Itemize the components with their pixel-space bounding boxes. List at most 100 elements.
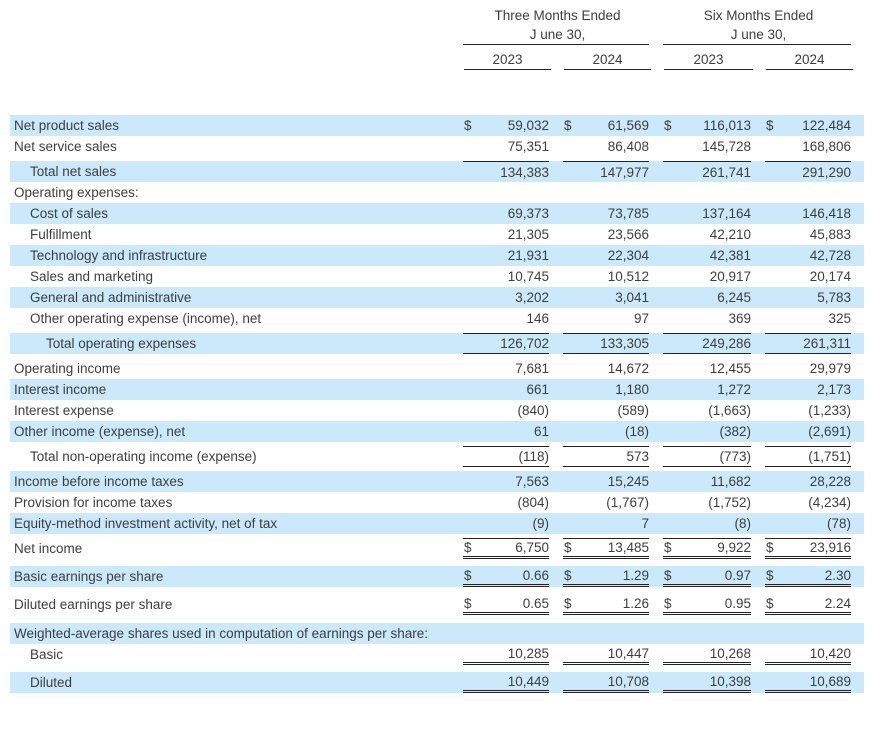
year-header: 2023 <box>464 50 551 70</box>
currency-symbol: $ <box>464 595 472 611</box>
cell-value: 261,311 <box>803 336 851 351</box>
value-cell: 573 <box>560 446 655 467</box>
value-cell: 61 <box>460 421 555 442</box>
row-label: Provision for income taxes <box>14 495 173 510</box>
cell-value: (773) <box>719 449 751 464</box>
cell-value: 2.30 <box>824 567 851 583</box>
cell-value: 42,728 <box>809 248 851 263</box>
table-row: Diluted earnings per share $0.65 $1.26 $0.9… <box>10 594 864 615</box>
cell-value: 73,785 <box>607 206 649 221</box>
value-cell: 3,202 <box>460 287 555 308</box>
cell-value: (8) <box>734 516 752 531</box>
value-cell: 249,286 <box>660 333 757 354</box>
row-label: Interest income <box>14 382 107 397</box>
cell-value: (9) <box>532 516 550 531</box>
cell-value: 134,383 <box>500 164 549 180</box>
cell-value: (1,767) <box>606 495 649 510</box>
cell-value: 7,681 <box>515 361 549 376</box>
value-cell: 5,783 <box>762 287 857 308</box>
year-row: 2023 2024 <box>660 45 857 70</box>
cell-value: 145,728 <box>702 139 751 154</box>
table-row: Other income (expense), net 61 (18) (382) (2… <box>10 421 864 442</box>
value-cell: $2.30 <box>762 566 857 587</box>
cell-value: 75,351 <box>507 139 549 154</box>
cell-value: 126,702 <box>500 336 549 351</box>
cell-value: 14,672 <box>607 361 649 376</box>
period-title: Six Months Ended <box>703 8 814 23</box>
value-cell: $2.24 <box>762 594 857 615</box>
value-cell: 20,917 <box>660 266 757 287</box>
table-row: Operating expenses: <box>10 182 864 203</box>
currency-symbol: $ <box>564 595 572 611</box>
income-statement-table: Three Months Ended J une 30, 2023 2024 S… <box>10 6 864 693</box>
value-cell: 10,449 <box>460 672 555 693</box>
value-cell: 23,566 <box>560 224 655 245</box>
label-column-spacer <box>10 6 455 70</box>
cell-value: 0.97 <box>724 567 751 583</box>
cell-value: 23,916 <box>809 540 851 555</box>
row-label: Total net sales <box>30 164 117 179</box>
value-cell: $1.26 <box>560 594 655 615</box>
row-label: Total operating expenses <box>46 336 197 351</box>
value-cell: $0.95 <box>660 594 757 615</box>
cell-value: 249,286 <box>702 336 751 351</box>
value-cell: 261,311 <box>762 333 857 354</box>
value-cell: (804) <box>460 492 555 513</box>
cell-value: (118) <box>518 449 549 464</box>
cell-value: 28,228 <box>809 474 851 489</box>
value-cell <box>460 623 555 644</box>
cell-value: 137,164 <box>702 206 751 221</box>
cell-value: 10,447 <box>607 645 649 661</box>
cell-value: 146,418 <box>802 206 851 221</box>
year-row: 2023 2024 <box>460 45 655 70</box>
currency-symbol: $ <box>766 118 774 133</box>
cell-value: 1.29 <box>622 567 649 583</box>
cell-value: 12,455 <box>709 361 751 376</box>
value-cell: 69,373 <box>460 203 555 224</box>
row-label: Other operating expense (income), net <box>30 311 262 326</box>
value-cell: 42,728 <box>762 245 857 266</box>
value-cell <box>660 182 757 203</box>
table-row: Other operating expense (income), net 146… <box>10 308 864 329</box>
cell-value: 22,304 <box>607 248 649 263</box>
value-cell: $0.97 <box>660 566 757 587</box>
cell-value: 10,449 <box>507 673 549 689</box>
table-row: Operating income 7,681 14,672 12,455 29,979 <box>10 358 864 379</box>
cell-value: 2.24 <box>824 595 851 611</box>
value-cell: (18) <box>560 421 655 442</box>
value-cell: 661 <box>460 379 555 400</box>
value-cell: (118) <box>460 446 555 467</box>
cell-value: 29,979 <box>809 361 851 376</box>
cell-value: 661 <box>526 382 549 397</box>
cell-value: (1,233) <box>808 403 851 418</box>
table-row: Weighted-average shares used in computat… <box>10 623 864 644</box>
value-cell <box>762 623 857 644</box>
value-cell: $6,750 <box>460 538 555 559</box>
row-label: Operating income <box>14 361 121 376</box>
table-row: Net income $6,750 $13,485 $9,922 $23,916 <box>10 538 864 559</box>
cell-value: 2,173 <box>817 382 851 397</box>
value-cell: 75,351 <box>460 136 555 157</box>
year-header: 2023 <box>664 50 753 70</box>
cell-value: 45,883 <box>809 227 851 242</box>
value-cell: 10,398 <box>660 672 757 693</box>
group-underline <box>463 44 649 45</box>
cell-value: 133,305 <box>600 336 649 351</box>
value-cell: (589) <box>560 400 655 421</box>
table-row: Diluted 10,449 10,708 10,398 10,689 <box>10 672 864 693</box>
table-row: Net product sales $59,032 $61,569 $116,013 $… <box>10 115 864 136</box>
cell-value: 23,566 <box>607 227 649 242</box>
value-cell: $116,013 <box>660 115 757 136</box>
value-cell: (8) <box>660 513 757 534</box>
currency-symbol: $ <box>564 540 572 555</box>
cell-value: 42,210 <box>709 227 751 242</box>
currency-symbol: $ <box>464 567 472 583</box>
row-label: Income before income taxes <box>14 474 184 489</box>
cell-value: 1.26 <box>622 595 649 611</box>
cell-value: 6,245 <box>717 290 751 305</box>
table-row: Sales and marketing 10,745 10,512 20,917 20,… <box>10 266 864 287</box>
value-cell: 146 <box>460 308 555 329</box>
table-row: Net service sales 75,351 86,408 145,728 168,… <box>10 136 864 157</box>
value-cell: 11,682 <box>660 471 757 492</box>
cell-value: (1,752) <box>708 495 751 510</box>
